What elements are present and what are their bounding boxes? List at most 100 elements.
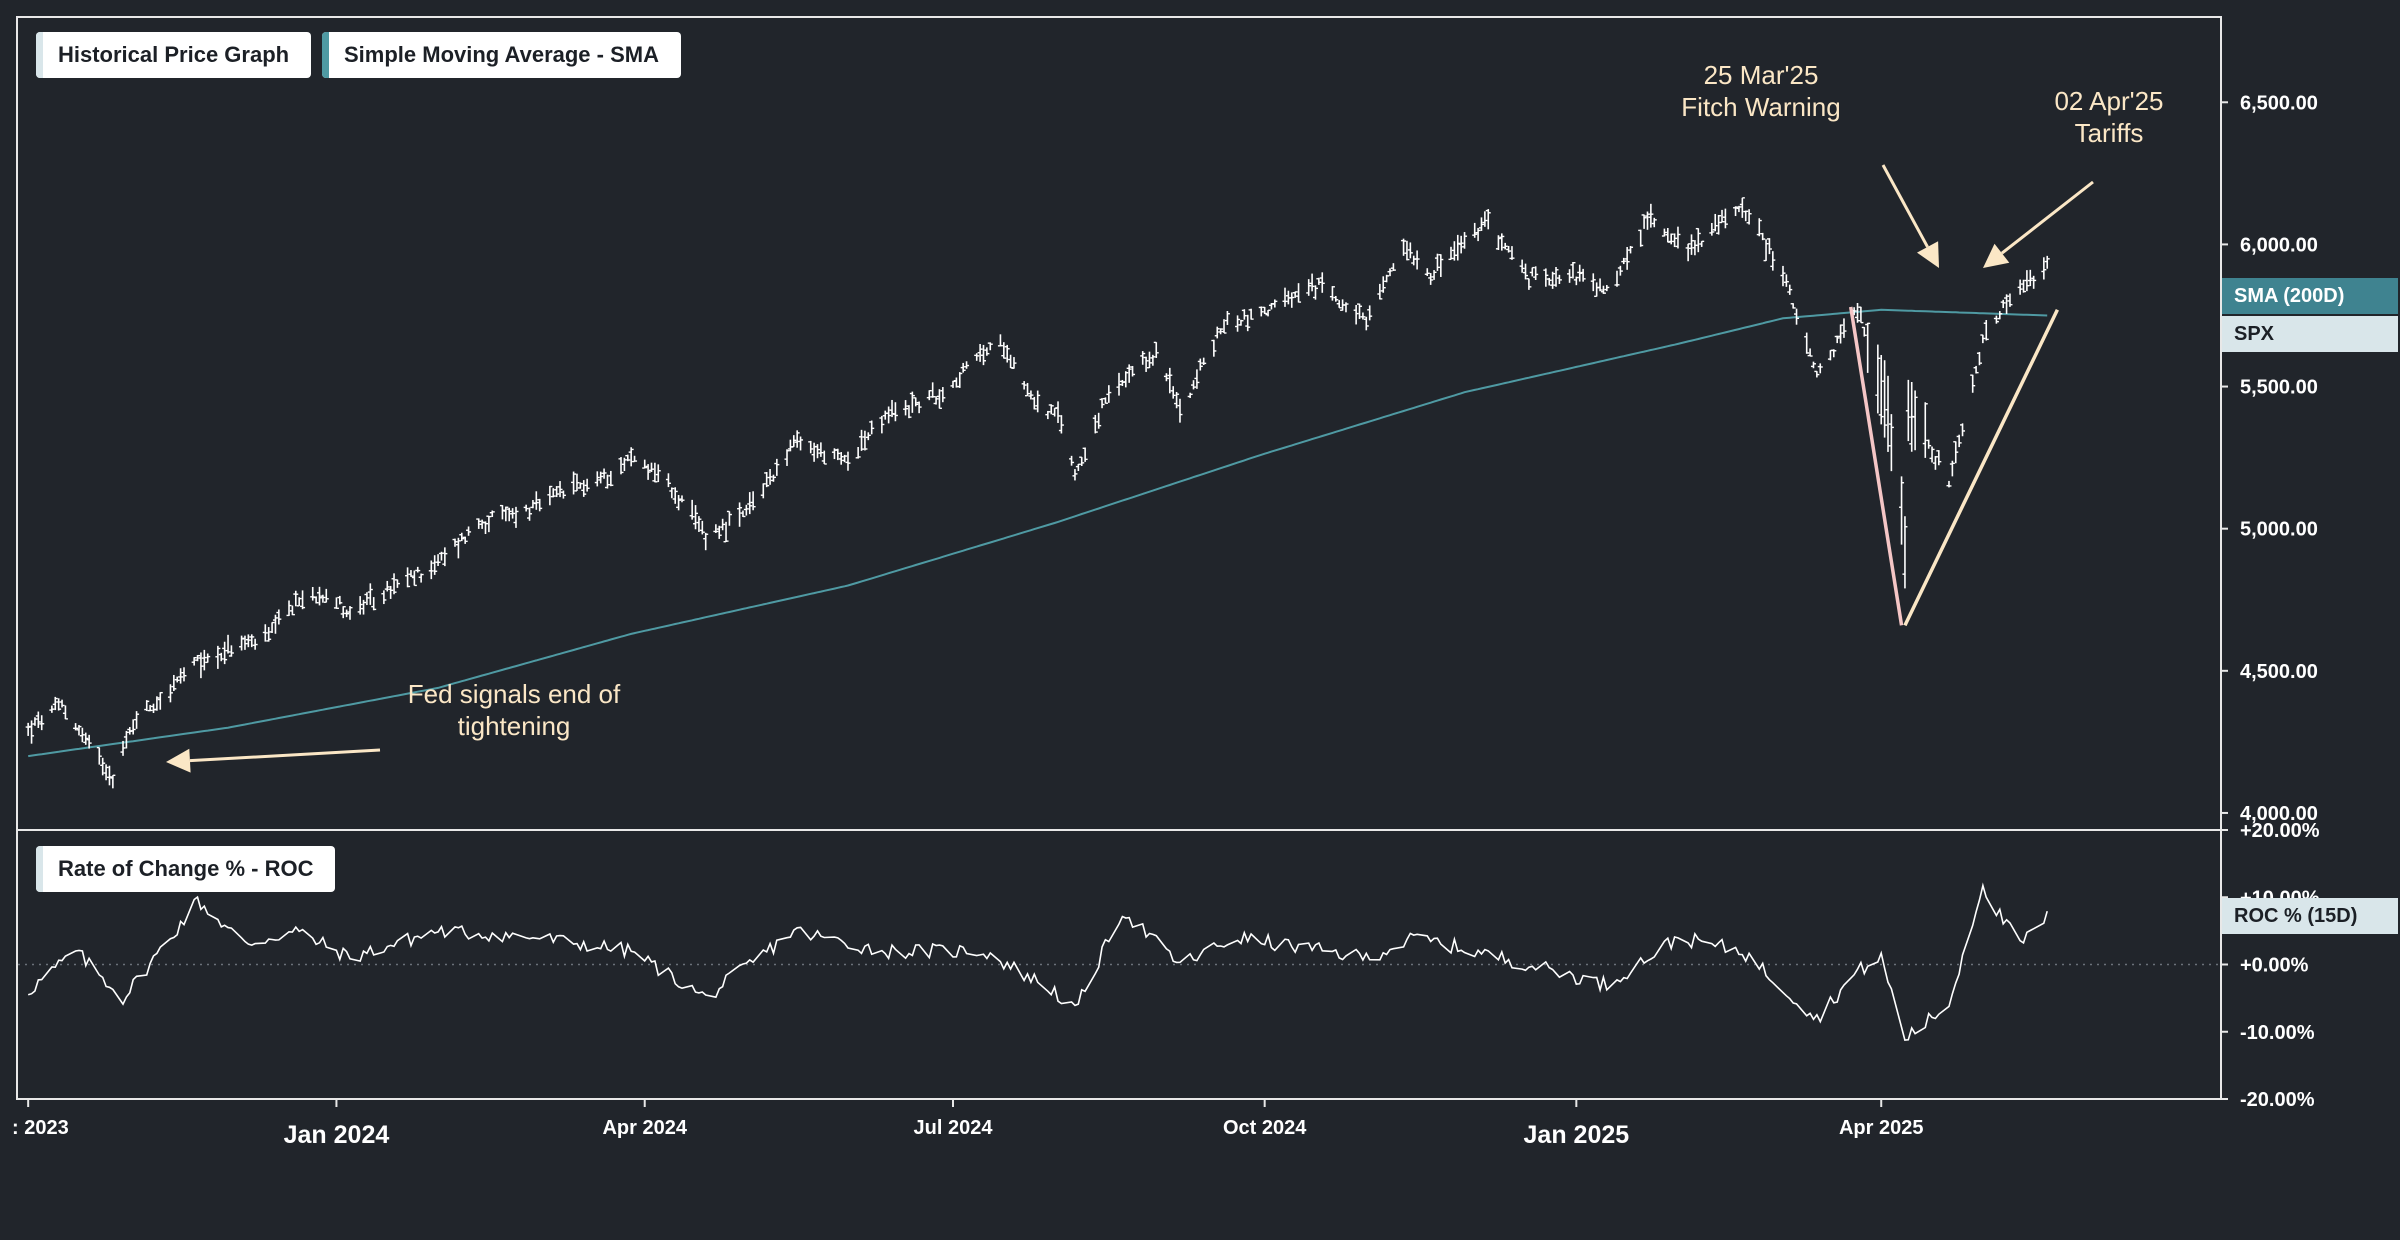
price-bar — [269, 621, 275, 634]
price-bar — [1004, 344, 1010, 363]
price-bar — [1343, 302, 1349, 313]
price-bar — [1953, 441, 1959, 464]
price-bar — [1123, 371, 1129, 388]
price-bar — [428, 560, 434, 580]
price-bar — [1167, 367, 1173, 394]
price-bar — [300, 590, 306, 610]
price-bar — [764, 472, 770, 488]
price-bar — [320, 594, 326, 603]
price-bar — [940, 387, 946, 403]
price-bar — [696, 516, 702, 532]
price-bar — [977, 343, 983, 362]
price-bar — [1550, 271, 1556, 289]
price-bar — [723, 521, 729, 543]
price-bar — [1404, 240, 1410, 261]
price-bar — [2021, 279, 2027, 293]
price-bar — [845, 451, 851, 471]
price-bar — [842, 454, 848, 463]
price-bar — [1787, 284, 1793, 295]
price-bar — [1265, 309, 1271, 317]
price-bar — [39, 715, 45, 731]
price-bar — [1312, 285, 1318, 300]
price-bar — [29, 720, 35, 744]
price-bar — [1689, 234, 1695, 255]
x-tick-label: : 2023 — [12, 1117, 69, 1139]
price-bar — [865, 432, 871, 441]
legend-roc[interactable]: Rate of Change % - ROC — [36, 846, 336, 892]
price-bar — [1712, 213, 1718, 232]
price-bar — [1048, 404, 1054, 415]
price-bar — [1170, 386, 1176, 399]
legend-price-graph[interactable]: Historical Price Graph — [36, 32, 312, 78]
price-bar — [835, 448, 841, 461]
price-bar — [52, 696, 58, 711]
price-bar — [787, 439, 793, 452]
price-bar — [432, 555, 438, 575]
price-bar — [1462, 232, 1468, 249]
price-bar — [1224, 311, 1230, 325]
price-bar — [1519, 259, 1525, 273]
price-y-tick-label: 5,000.00 — [2240, 519, 2318, 541]
price-bar — [323, 588, 329, 603]
price-bar — [1946, 480, 1952, 488]
price-bar — [1763, 239, 1769, 262]
price-bar — [73, 723, 79, 731]
legend-roc-label: Rate of Change % - ROC — [58, 856, 314, 881]
price-bar — [1976, 351, 1982, 366]
legend-price-graph-label: Historical Price Graph — [58, 42, 290, 67]
price-bar — [1380, 276, 1386, 293]
fitch-arrow-head — [1917, 241, 1939, 268]
price-bar — [262, 624, 268, 642]
price-bar — [2004, 294, 2010, 314]
annotation-fitch: 25 Mar'25 Fitch Warning — [1681, 60, 1840, 122]
price-bar — [2041, 257, 2047, 280]
price-bar — [913, 397, 919, 407]
price-bar — [1218, 328, 1224, 335]
price-bar — [665, 473, 671, 488]
price-bar — [774, 458, 780, 476]
price-bar — [1865, 322, 1871, 373]
price-bar — [1814, 370, 1820, 378]
price-bar — [1390, 263, 1396, 271]
price-bar — [1211, 339, 1217, 357]
price-bar — [49, 705, 55, 713]
price-bar — [1045, 410, 1051, 420]
price-bar — [333, 597, 339, 609]
price-bar — [462, 536, 468, 544]
price-bar — [1580, 268, 1586, 282]
price-bar — [1526, 278, 1532, 290]
legend-sma[interactable]: Simple Moving Average - SMA — [322, 32, 681, 78]
price-bar — [1082, 447, 1088, 462]
price-bar — [1695, 227, 1701, 253]
price-bar — [859, 429, 865, 451]
price-bar — [862, 430, 868, 451]
price-bar — [1387, 268, 1393, 277]
price-bar — [1692, 240, 1698, 256]
price-bar — [1116, 372, 1122, 396]
price-bar — [1621, 257, 1627, 265]
price-bar — [974, 353, 980, 361]
price-bar — [743, 504, 749, 516]
price-bar — [1407, 242, 1413, 259]
price-bar — [1282, 287, 1288, 307]
price-bar — [642, 459, 648, 469]
price-bar — [1936, 450, 1942, 466]
price-bar — [171, 674, 177, 691]
price-bar — [1841, 318, 1847, 338]
price-bar — [25, 722, 31, 736]
price-bar — [2024, 270, 2030, 292]
price-bar — [2031, 275, 2037, 289]
price-bar — [344, 609, 350, 618]
price-bar — [1055, 401, 1061, 423]
price-bar — [371, 597, 377, 611]
price-bar — [154, 696, 160, 711]
price-bar — [1672, 233, 1678, 248]
price-bar — [892, 402, 898, 422]
price-bar — [147, 704, 153, 712]
price-bar — [242, 635, 248, 650]
price-bar — [689, 499, 695, 520]
price-bar — [388, 585, 394, 599]
price-bar — [1163, 373, 1169, 382]
price-bar — [367, 583, 373, 605]
